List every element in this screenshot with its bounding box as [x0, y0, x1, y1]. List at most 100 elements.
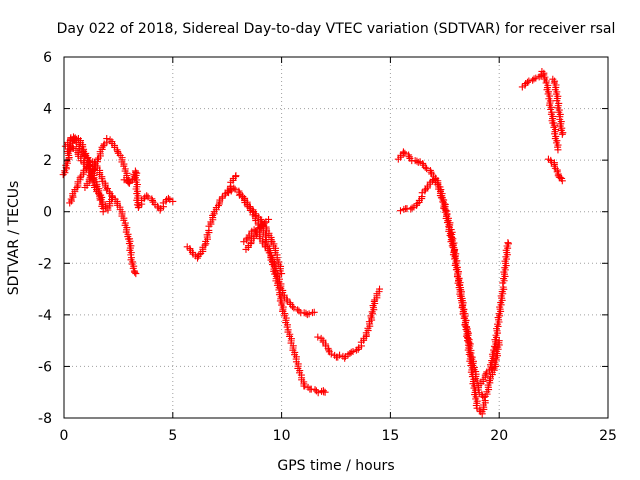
data-point — [311, 386, 319, 394]
x-tick-label: 20 — [490, 428, 508, 444]
data-point — [70, 135, 78, 143]
data-point — [314, 389, 322, 397]
data-point — [341, 354, 349, 362]
data-point — [408, 204, 416, 212]
data-point — [125, 179, 133, 187]
series-arc-1f — [103, 186, 140, 278]
data-point — [148, 197, 156, 205]
data-point — [290, 304, 298, 312]
data-point — [399, 148, 407, 156]
data-point — [405, 151, 413, 159]
data-point — [73, 183, 81, 191]
y-tick-label: 0 — [43, 205, 52, 221]
data-point — [261, 219, 269, 227]
data-points — [59, 67, 567, 418]
data-point — [523, 78, 531, 86]
series-arc-2e — [242, 215, 273, 253]
data-point — [405, 153, 413, 161]
data-point — [113, 146, 121, 154]
data-point — [265, 215, 273, 223]
data-point — [114, 148, 122, 156]
data-point — [120, 176, 128, 184]
data-point — [325, 346, 333, 354]
data-point — [324, 344, 332, 352]
y-tick-label: 6 — [43, 50, 52, 66]
data-point — [482, 370, 490, 378]
data-point — [105, 188, 113, 196]
data-point — [430, 175, 438, 183]
data-point — [327, 350, 335, 358]
data-point — [295, 307, 303, 315]
data-point — [486, 377, 494, 385]
data-point — [504, 240, 512, 248]
plot-frame — [63, 56, 609, 419]
data-point — [286, 299, 294, 307]
data-point — [423, 165, 431, 173]
data-point — [169, 197, 177, 205]
data-point — [214, 202, 222, 210]
data-point — [144, 193, 152, 201]
series-arc-4b — [396, 175, 488, 401]
data-point — [426, 166, 434, 174]
data-point — [100, 142, 108, 150]
data-point — [494, 314, 502, 322]
data-point — [99, 208, 107, 216]
data-point — [288, 303, 296, 311]
y-tick-label: -8 — [38, 411, 52, 427]
series-arc-2c — [235, 191, 329, 397]
data-point — [421, 163, 429, 171]
x-tick-label: 10 — [273, 428, 291, 444]
data-point — [143, 192, 151, 200]
y-tick-label: 4 — [43, 102, 52, 118]
data-point — [400, 205, 408, 213]
series-arc-4c — [477, 239, 512, 387]
series-arc-1g — [120, 167, 177, 214]
data-point — [310, 308, 318, 316]
data-point — [349, 347, 357, 355]
data-point — [80, 158, 88, 166]
data-point — [209, 211, 217, 219]
data-point — [90, 165, 98, 173]
y-tick-label: -2 — [38, 256, 52, 272]
data-point — [302, 309, 310, 317]
data-point — [401, 149, 409, 157]
data-point — [148, 195, 156, 203]
data-point — [278, 270, 286, 278]
data-point — [532, 74, 540, 82]
data-point — [257, 215, 265, 223]
data-point — [164, 194, 172, 202]
data-point — [396, 207, 404, 215]
y-tick-label: 2 — [43, 153, 52, 169]
data-point — [70, 133, 78, 141]
data-point — [301, 382, 309, 390]
data-point — [188, 248, 196, 256]
series-arc-5c — [549, 75, 567, 138]
axis-ticks: 0 5 10 15 20 25 -8 -6 -4 -2 0 2 4 6 — [38, 50, 617, 444]
data-point — [108, 192, 116, 200]
data-point — [134, 204, 142, 212]
grid — [64, 57, 608, 418]
data-point — [69, 143, 77, 151]
data-point — [82, 165, 90, 173]
data-point — [305, 310, 313, 318]
data-point — [427, 168, 435, 176]
data-point — [479, 392, 487, 400]
data-point — [419, 159, 427, 167]
data-point — [85, 175, 93, 183]
data-point — [131, 268, 139, 276]
series-arc-3 — [314, 285, 384, 362]
y-axis-label: SDTVAR / TECUs — [6, 181, 22, 296]
data-point — [321, 388, 329, 396]
chart-title: Day 022 of 2018, Sidereal Day-to-day VTE… — [57, 21, 616, 37]
data-point — [195, 251, 203, 259]
data-point — [304, 383, 312, 391]
data-point — [347, 348, 355, 356]
data-point — [414, 158, 422, 166]
data-point — [491, 344, 499, 352]
data-point — [235, 187, 243, 195]
data-point — [156, 206, 164, 214]
data-point — [314, 333, 322, 341]
data-point — [201, 241, 209, 249]
series-arc-2a — [183, 172, 240, 262]
